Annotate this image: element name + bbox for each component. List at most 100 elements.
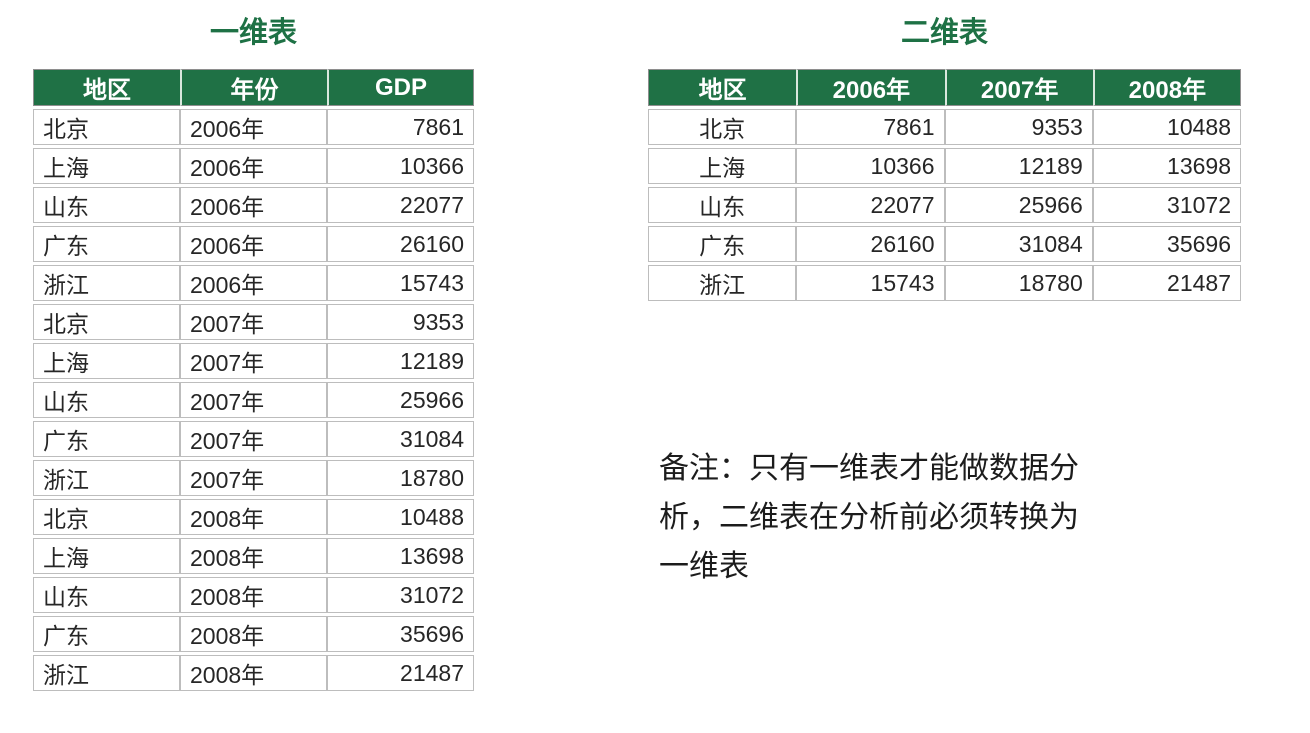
table-cell: 浙江	[33, 460, 180, 496]
table-cell: 2008年	[180, 655, 327, 691]
note-text: 备注：只有一维表才能做数据分 析，二维表在分析前必须转换为 一维表	[659, 444, 1264, 591]
table-cell: 9353	[944, 109, 1093, 145]
table-cell: 广东	[33, 226, 180, 262]
table-cell: 2006年	[180, 109, 327, 145]
table-cell: 浙江	[648, 265, 797, 301]
two-dim-table: 地区 2006年 2007年 2008年 北京 7861 9353 10488 上海 10…	[648, 66, 1241, 304]
table-cell: 9353	[327, 304, 474, 340]
table-cell: 7861	[327, 109, 474, 145]
table-cell: 10366	[796, 148, 945, 184]
two-dim-table-title: 二维表	[900, 17, 988, 49]
column-header-year-2008: 2008年	[1092, 69, 1241, 106]
table-cell: 北京	[33, 499, 180, 535]
table-row: 上海 2008年 13698	[33, 538, 474, 574]
table-row: 上海 2006年 10366	[33, 148, 474, 184]
table-row: 上海 10366 12189 13698	[648, 148, 1241, 184]
column-header-region: 地区	[648, 69, 797, 106]
table-cell: 25966	[327, 382, 474, 418]
table-cell: 2008年	[180, 577, 327, 613]
table-row: 浙江 2007年 18780	[33, 460, 474, 496]
column-header-region: 地区	[33, 69, 180, 106]
table-cell: 广东	[33, 421, 180, 457]
column-header-year-2007: 2007年	[944, 69, 1093, 106]
table-cell: 2006年	[180, 187, 327, 223]
column-header-year-2006: 2006年	[796, 69, 945, 106]
table-cell: 13698	[1092, 148, 1241, 184]
table-cell: 26160	[327, 226, 474, 262]
table-cell: 山东	[648, 187, 797, 223]
table-cell: 35696	[1092, 226, 1241, 262]
table-row: 广东 26160 31084 35696	[648, 226, 1241, 262]
table-cell: 山东	[33, 382, 180, 418]
table-row: 山东 2006年 22077	[33, 187, 474, 223]
table-cell: 2008年	[180, 499, 327, 535]
table-row: 上海 2007年 12189	[33, 343, 474, 379]
note-line: 备注：只有一维表才能做数据分	[659, 452, 1079, 485]
table-cell: 13698	[327, 538, 474, 574]
table-row: 广东 2006年 26160	[33, 226, 474, 262]
table-cell: 2007年	[180, 343, 327, 379]
two-dim-table-section: 二维表 地区 2006年 2007年 2008年 北京 7861 9353 10488…	[648, 12, 1241, 304]
table-cell: 2008年	[180, 538, 327, 574]
table-row: 北京 2006年 7861	[33, 109, 474, 145]
table-cell: 26160	[796, 226, 945, 262]
table-cell: 北京	[33, 109, 180, 145]
table-cell: 广东	[33, 616, 180, 652]
table-row: 浙江 15743 18780 21487	[648, 265, 1241, 301]
table-row: 浙江 2006年 15743	[33, 265, 474, 301]
table-cell: 2006年	[180, 265, 327, 301]
table-cell: 北京	[648, 109, 797, 145]
table-cell: 浙江	[33, 265, 180, 301]
table-cell: 2007年	[180, 382, 327, 418]
table-cell: 2006年	[180, 148, 327, 184]
table-cell: 21487	[1092, 265, 1241, 301]
table-cell: 10488	[1092, 109, 1241, 145]
table-cell: 10366	[327, 148, 474, 184]
table-row: 山东 2008年 31072	[33, 577, 474, 613]
table-header-row: 地区 年份 GDP	[33, 69, 474, 106]
table-cell: 31084	[327, 421, 474, 457]
table-cell: 上海	[33, 538, 180, 574]
table-cell: 北京	[33, 304, 180, 340]
table-cell: 22077	[796, 187, 945, 223]
table-cell: 上海	[33, 148, 180, 184]
one-dim-table-header: 地区 年份 GDP	[33, 69, 474, 106]
table-cell: 2006年	[180, 226, 327, 262]
table-row: 广东 2007年 31084	[33, 421, 474, 457]
table-cell: 21487	[327, 655, 474, 691]
table-row: 广东 2008年 35696	[33, 616, 474, 652]
one-dim-table-section: 一维表 地区 年份 GDP 北京 2006年 7861 上海 2006年 10366 山东 2…	[33, 12, 474, 694]
table-cell: 浙江	[33, 655, 180, 691]
table-cell: 12189	[327, 343, 474, 379]
table-cell: 10488	[327, 499, 474, 535]
note-line: 析，二维表在分析前必须转换为	[659, 501, 1079, 534]
table-cell: 18780	[944, 265, 1093, 301]
table-cell: 15743	[796, 265, 945, 301]
table-cell: 15743	[327, 265, 474, 301]
table-cell: 22077	[327, 187, 474, 223]
table-cell: 山东	[33, 187, 180, 223]
table-row: 北京 2008年 10488	[33, 499, 474, 535]
table-cell: 2007年	[180, 460, 327, 496]
table-cell: 上海	[648, 148, 797, 184]
one-dim-table-title: 一维表	[209, 17, 297, 49]
column-header-year: 年份	[180, 69, 327, 106]
table-row: 山东 22077 25966 31072	[648, 187, 1241, 223]
table-cell: 2008年	[180, 616, 327, 652]
table-cell: 31072	[327, 577, 474, 613]
table-cell: 山东	[33, 577, 180, 613]
table-header-row: 地区 2006年 2007年 2008年	[648, 69, 1241, 106]
table-row: 北京 7861 9353 10488	[648, 109, 1241, 145]
table-cell: 7861	[796, 109, 945, 145]
table-cell: 18780	[327, 460, 474, 496]
table-cell: 31072	[1092, 187, 1241, 223]
table-row: 北京 2007年 9353	[33, 304, 474, 340]
column-header-gdp: GDP	[327, 69, 474, 106]
one-dim-table: 地区 年份 GDP 北京 2006年 7861 上海 2006年 10366 山东 2006年…	[33, 66, 474, 694]
table-cell: 2007年	[180, 421, 327, 457]
table-cell: 广东	[648, 226, 797, 262]
note-line: 一维表	[659, 550, 749, 583]
table-cell: 25966	[944, 187, 1093, 223]
table-cell: 35696	[327, 616, 474, 652]
